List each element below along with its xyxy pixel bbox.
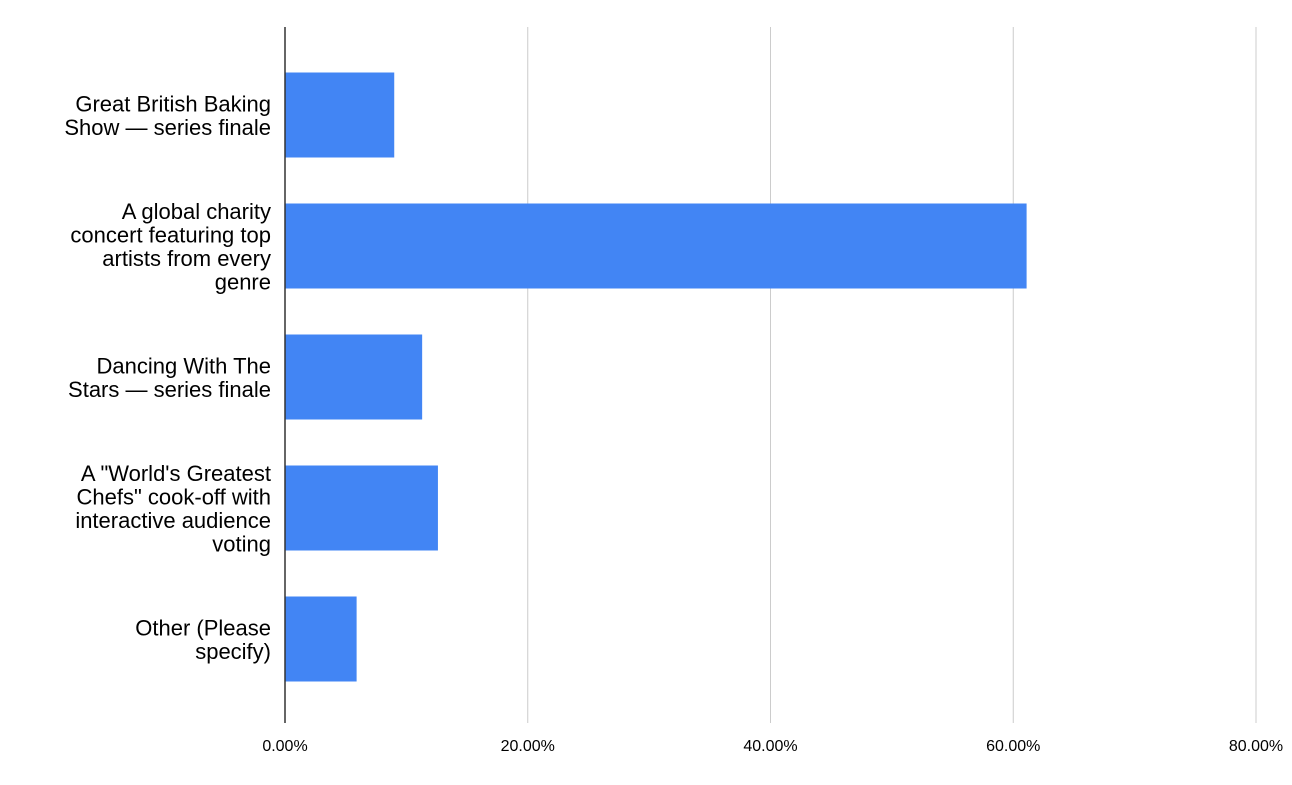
- bar-3: [285, 465, 438, 551]
- category-label-4-line-1: specify): [195, 639, 271, 664]
- x-tick-label-3: 60.00%: [986, 738, 1040, 755]
- x-tick-label-4: 80.00%: [1229, 738, 1283, 755]
- category-label-2-line-0: Dancing With The: [97, 353, 271, 378]
- x-tick-label-2: 40.00%: [743, 738, 797, 755]
- category-label-3-line-1: Chefs" cook-off with: [77, 484, 272, 509]
- category-label-0: Great British Baking Show — series finale: [64, 91, 271, 140]
- category-label-1-line-3: genre: [215, 269, 271, 294]
- category-label-3-line-0: A "World's Greatest: [81, 461, 271, 486]
- bar-1: [285, 203, 1027, 289]
- category-label-0-line-0: Great British Baking: [75, 91, 271, 116]
- category-label-1-line-2: artists from every: [102, 246, 271, 271]
- category-label-3: A "World's Greatest Chefs" cook-off with i…: [75, 461, 271, 557]
- bar-4: [285, 596, 357, 682]
- bar-0: [285, 72, 395, 158]
- x-tick-label-1: 20.00%: [501, 738, 555, 755]
- category-label-3-line-3: voting: [212, 531, 271, 556]
- category-label-2: Dancing With The Stars — series finale: [68, 353, 271, 402]
- category-label-0-line-1: Show — series finale: [64, 115, 271, 140]
- category-label-4: Other (Please specify): [135, 615, 271, 664]
- category-label-4-line-0: Other (Please: [135, 615, 271, 640]
- category-label-1-line-0: A global charity: [122, 199, 271, 224]
- bar-2: [285, 334, 423, 420]
- category-label-1-line-1: concert featuring top: [70, 222, 271, 247]
- category-label-2-line-1: Stars — series finale: [68, 377, 271, 402]
- category-label-3-line-2: interactive audience: [75, 508, 271, 533]
- x-tick-label-0: 0.00%: [262, 738, 307, 755]
- category-label-1: A global charity concert featuring top art…: [70, 199, 271, 295]
